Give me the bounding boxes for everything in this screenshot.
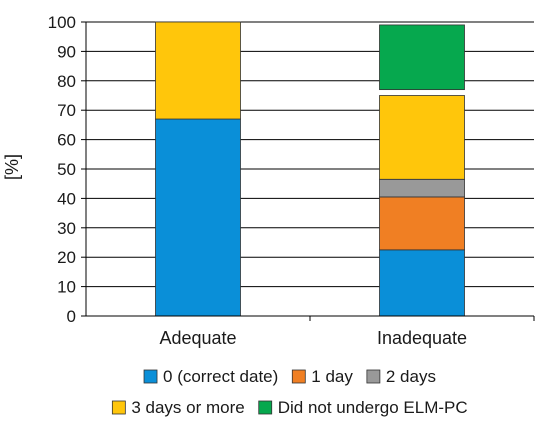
y-tick-label: 20 [57,248,76,267]
legend-label: Did not undergo ELM-PC [278,398,468,417]
axes: 0 10 20 30 40 50 60 70 80 90 100 Adequate Inadequate [48,13,535,348]
y-tick-label: 0 [67,307,76,326]
legend-label: 0 (correct date) [163,367,278,386]
legend-swatch [143,369,158,384]
y-tick-label: 90 [57,42,76,61]
y-axis-label: [%] [2,154,22,180]
y-tick-label: 50 [57,160,76,179]
legend-label: 1 day [311,367,353,386]
legend-row: 3 days or more Did not undergo ELM-PC [111,398,468,417]
legend-swatch [366,369,381,384]
y-tick-label: 30 [57,219,76,238]
legend-label: 3 days or more [131,398,244,417]
legend-swatch [291,369,306,384]
y-tick-label: 10 [57,278,76,297]
y-tick-label: 80 [57,72,76,91]
legend-swatch [258,400,273,415]
bar-segment-inadequate-4 [379,24,465,91]
y-tick-label: 60 [57,131,76,150]
legend: 0 (correct date) 1 day 2 days 3 days or mor… [111,367,468,417]
legend-swatch [111,400,126,415]
legend-row: 0 (correct date) 1 day 2 days [143,367,436,386]
y-tick-label: 100 [48,13,76,32]
bar-segment-inadequate-0 [379,249,465,317]
bar-segment-adequate-0 [155,118,241,317]
bar-segment-inadequate-2 [379,178,465,198]
y-tick-label: 40 [57,189,76,208]
bar-segment-inadequate-1 [379,196,465,251]
x-tick-label: Adequate [159,328,236,348]
x-tick-label: Inadequate [377,328,467,348]
bar-segment-adequate-3 [155,21,241,120]
y-tick-label: 70 [57,101,76,120]
legend-label: 2 days [386,367,436,386]
grid-lines [86,21,534,288]
bar-segment-inadequate-3 [379,95,465,180]
